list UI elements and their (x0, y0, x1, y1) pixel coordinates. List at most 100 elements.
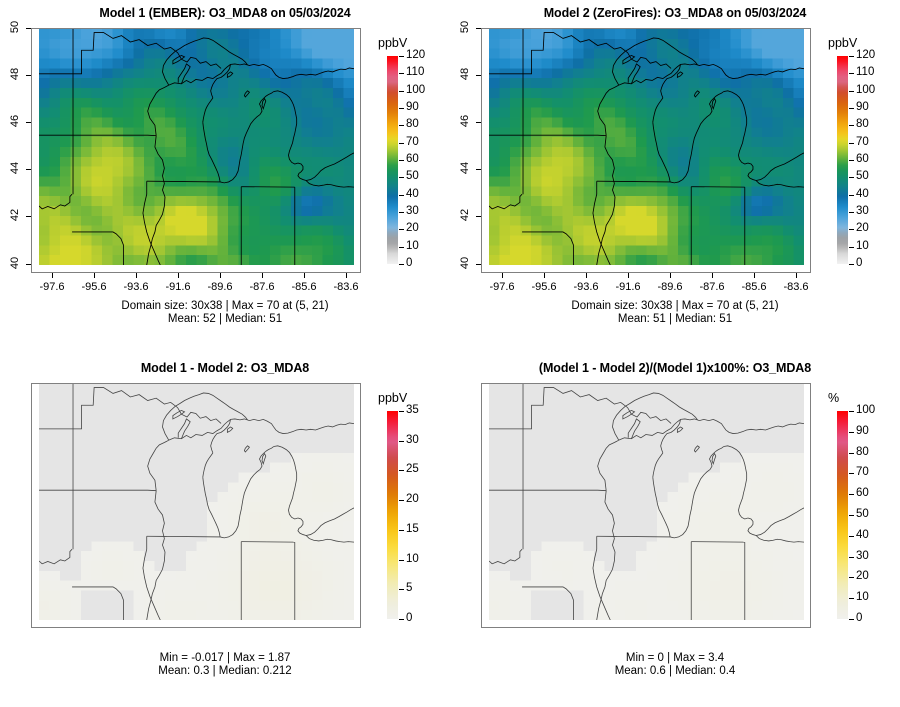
x-axis-tick-label: -97.6 (39, 281, 65, 293)
colorbar-tick (399, 411, 404, 412)
colorbar-tick (849, 411, 854, 412)
x-axis-tick (670, 273, 671, 278)
y-axis-tick (476, 75, 481, 76)
colorbar-tick-label: 50 (856, 170, 869, 182)
panel-caption-line1: Domain size: 30x38 | Max = 70 at (5, 21) (571, 300, 779, 312)
colorbar-gradient (837, 56, 848, 264)
colorbar-tick (849, 108, 854, 109)
colorbar-tick (399, 530, 404, 531)
x-axis-tick-label: -85.6 (291, 281, 317, 293)
x-axis-tick (136, 273, 137, 278)
colorbar-tick-label: 60 (406, 153, 419, 165)
colorbar-tick-label: 90 (406, 101, 419, 113)
colorbar-tick (849, 432, 854, 433)
y-axis-tick-label: 40 (459, 256, 471, 270)
colorbar-tick (849, 264, 854, 265)
colorbar-tick-label: 0 (856, 612, 863, 624)
map-raster-model1 (39, 29, 354, 265)
colorbar-tick-label: 10 (406, 553, 419, 565)
panel-caption-line1: Min = 0 | Max = 3.4 (625, 652, 725, 664)
colorbar-tick (399, 73, 404, 74)
colorbar-tick (399, 91, 404, 92)
panel-caption-line2: Mean: 0.3 | Median: 0.212 (158, 665, 292, 677)
colorbar-tick (399, 160, 404, 161)
colorbar-tick (849, 247, 854, 248)
colorbar-tick (399, 619, 404, 620)
x-axis-tick (796, 273, 797, 278)
colorbar-tick-label: 5 (406, 582, 413, 594)
panel-caption-line1: Domain size: 30x38 | Max = 70 at (5, 21) (121, 300, 329, 312)
colorbar-tick-label: 30 (856, 205, 869, 217)
y-axis-tick-label: 40 (9, 256, 21, 270)
x-axis-tick-label: -87.6 (699, 281, 725, 293)
colorbar-tick-label: 60 (856, 153, 869, 165)
colorbar-tick (399, 441, 404, 442)
raster-grid (39, 29, 354, 265)
panel-title: (Model 1 - Model 2)/(Model 1)x100%: O3_M… (538, 361, 812, 375)
colorbar-tick-label: 90 (856, 101, 869, 113)
colorbar-tick-label: 30 (406, 434, 419, 446)
colorbar-diff-pct: % 0 10 20 30 40 50 60 70 80 90 100 (828, 389, 900, 627)
colorbar-tick (849, 557, 854, 558)
x-axis-tick (304, 273, 305, 278)
colorbar-tick-label: 35 (406, 404, 419, 416)
colorbar-tick (849, 125, 854, 126)
x-axis-tick-label: -95.6 (531, 281, 557, 293)
colorbar-tick-label: 90 (856, 425, 869, 437)
colorbar-tick (399, 229, 404, 230)
colorbar-gradient (387, 411, 398, 619)
x-axis-tick (220, 273, 221, 278)
y-axis-tick (26, 169, 31, 170)
colorbar-tick (849, 229, 854, 230)
colorbar-model2: ppbV 0 10 20 30 40 50 60 70 80 90 100 110 120 (828, 34, 900, 272)
colorbar-gradient (837, 411, 848, 619)
colorbar-tick (849, 212, 854, 213)
y-axis-tick-label: 46 (9, 114, 21, 128)
colorbar-tick-label: 20 (856, 222, 869, 234)
x-axis-tick (586, 273, 587, 278)
colorbar-tick-label: 10 (856, 591, 869, 603)
colorbar-tick-label: 100 (406, 84, 426, 96)
colorbar-tick (399, 560, 404, 561)
colorbar-tick (849, 91, 854, 92)
panel-caption-line1: Min = -0.017 | Max = 1.87 (159, 652, 291, 664)
colorbar-tick-label: 70 (406, 136, 419, 148)
colorbar-tick-label: 0 (856, 257, 863, 269)
colorbar-tick-label: 0 (406, 257, 413, 269)
colorbar-tick-label: 110 (406, 66, 425, 78)
x-axis-tick (628, 273, 629, 278)
colorbar-tick (849, 473, 854, 474)
colorbar-tick-label: 30 (856, 550, 869, 562)
colorbar-tick-label: 80 (406, 118, 419, 130)
panel-title: Model 2 (ZeroFires): O3_MDA8 on 05/03/20… (543, 6, 807, 20)
raster-grid (489, 29, 804, 265)
colorbar-tick-label: 25 (406, 463, 419, 475)
colorbar-tick-label: 70 (856, 466, 869, 478)
y-axis-tick (476, 216, 481, 217)
y-axis-tick-label: 44 (9, 161, 21, 175)
y-axis-tick (26, 122, 31, 123)
colorbar-tick (399, 108, 404, 109)
y-axis-tick (476, 28, 481, 29)
x-axis-tick (754, 273, 755, 278)
y-axis-tick-label: 48 (9, 67, 21, 81)
y-axis-tick (26, 216, 31, 217)
y-axis-tick-label: 42 (459, 208, 471, 222)
x-axis-tick (262, 273, 263, 278)
colorbar-tick (849, 195, 854, 196)
colorbar-tick (849, 177, 854, 178)
colorbar-unit-label: ppbV (378, 36, 408, 50)
panel-caption-line2: Mean: 0.6 | Median: 0.4 (614, 665, 736, 677)
y-axis-tick (476, 122, 481, 123)
colorbar-tick (849, 160, 854, 161)
map-raster-diff-abs (39, 384, 354, 620)
x-axis-tick-label: -91.6 (615, 281, 641, 293)
colorbar-tick-label: 60 (856, 487, 869, 499)
colorbar-tick-label: 40 (856, 529, 869, 541)
colorbar-diff-abs: ppbV 0 5 10 15 20 25 30 35 (378, 389, 464, 627)
x-axis-tick (178, 273, 179, 278)
colorbar-tick (849, 598, 854, 599)
colorbar-unit-label: ppbV (378, 391, 408, 405)
x-axis-tick (346, 273, 347, 278)
colorbar-tick-label: 40 (856, 188, 869, 200)
